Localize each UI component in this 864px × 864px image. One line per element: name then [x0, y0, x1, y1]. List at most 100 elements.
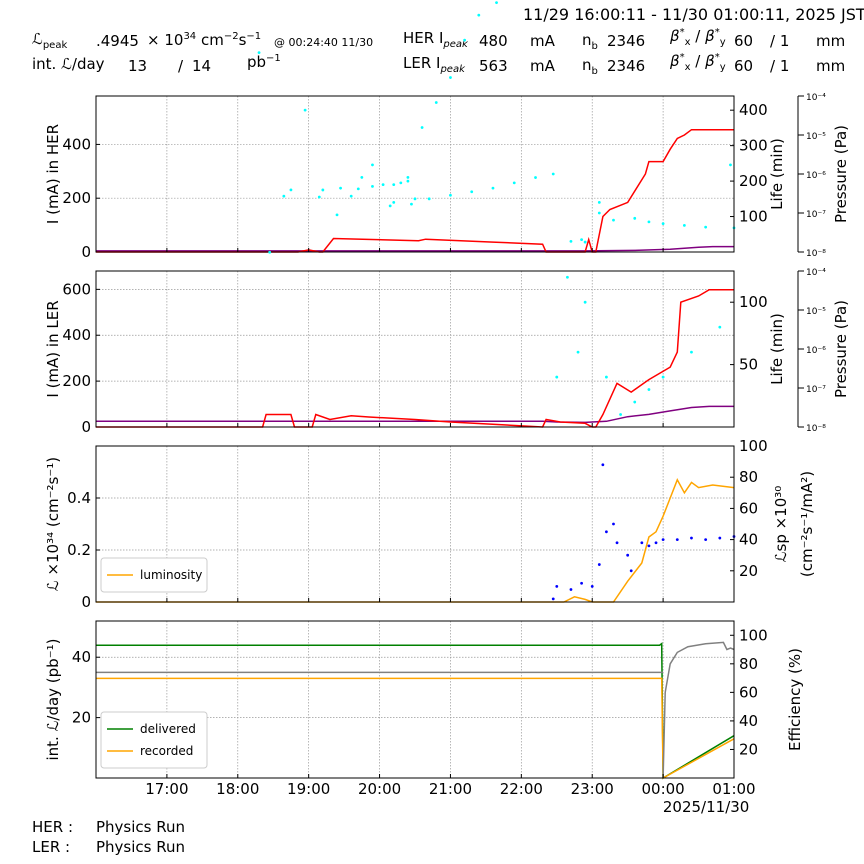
int-lumi-label: int. ℒ/day — [32, 55, 105, 73]
y-tick-label: 200 — [62, 372, 91, 390]
pressure-axis-label: Pressure (Pa) — [832, 125, 850, 223]
y-tick-label: 40 — [72, 648, 91, 666]
data-point-pressure — [566, 275, 569, 279]
peak-luminosity-value: .4945 — [96, 32, 139, 50]
data-point-pressure — [335, 213, 339, 217]
data-point-pressure — [633, 400, 637, 404]
her-status: Physics Run — [96, 818, 186, 836]
data-point-pressure — [399, 181, 403, 185]
int-lumi-sep: / — [178, 57, 184, 75]
legend-box — [100, 711, 208, 769]
plot-frame — [95, 270, 735, 428]
data-point-pressure — [477, 13, 481, 17]
her-beta-x: 60 — [734, 32, 754, 50]
data-point-pressure — [349, 194, 353, 198]
data-point-specific — [647, 544, 651, 548]
series-line-luminosity — [96, 478, 735, 603]
y-tick-label: 0.4 — [67, 489, 91, 507]
x-tick-label: 00:00 — [641, 780, 684, 798]
data-point-pressure — [449, 193, 452, 197]
plot-frame — [95, 95, 735, 253]
data-point-specific — [704, 538, 708, 541]
y-right-tick-label: 100 — [739, 437, 768, 455]
y-right-axis-label-units: (cm⁻²s⁻¹/mA²) — [798, 471, 816, 577]
ler-nb-label: nb — [582, 56, 598, 77]
ler-peak-label: LER Ipeak — [403, 54, 465, 75]
y-right-axis-label: Life (min) — [768, 313, 786, 385]
y-right-tick-label: 20 — [739, 562, 758, 580]
pressure-axis-label: Pressure (Pa) — [832, 300, 850, 398]
her-status-label: HER : — [32, 818, 74, 836]
data-point-pressure — [410, 202, 413, 206]
data-point-pressure — [512, 181, 516, 185]
legend-box — [100, 557, 208, 593]
y-right-tick-label: 400 — [739, 101, 768, 119]
data-point-pressure — [360, 176, 364, 179]
data-point-pressure — [534, 176, 537, 179]
y-tick-label: 400 — [62, 135, 91, 153]
data-point-pressure — [427, 197, 431, 201]
data-point-pressure — [612, 218, 615, 222]
series-line-beam-current — [96, 245, 734, 252]
y-right-tick-label: 100 — [739, 626, 768, 644]
y-right-tick-label: 60 — [739, 499, 758, 517]
data-point-specific — [555, 585, 559, 588]
y-axis-label: int. ℒ/day (pb⁻¹) — [44, 639, 62, 761]
data-point-pressure — [463, 38, 467, 42]
data-point-pressure — [597, 200, 601, 204]
data-point-specific — [718, 536, 722, 540]
data-point-pressure — [413, 197, 417, 201]
plot-frame — [95, 620, 735, 779]
peak-luminosity-unit: × 1034 cm−2s−1 — [147, 31, 262, 49]
data-point-pressure — [729, 163, 732, 167]
data-point-pressure — [605, 375, 608, 379]
data-point-pressure — [268, 250, 272, 254]
pressure-tick-label: 10⁻⁵ — [806, 307, 826, 317]
y-right-axis-label: Efficiency (%) — [786, 648, 804, 751]
y-right-axis-label: Life (min) — [768, 138, 786, 210]
pressure-tick-label: 10⁻⁷ — [806, 210, 826, 220]
data-point-pressure — [449, 76, 452, 79]
legend-label: luminosity — [140, 568, 202, 582]
series-line-lifetime — [96, 288, 734, 428]
data-point-pressure — [470, 190, 474, 194]
data-point-pressure — [583, 300, 587, 304]
data-point-specific — [551, 597, 555, 601]
y-right-axis-label: ℒsp ×10³⁰ — [772, 486, 790, 563]
data-point-pressure — [491, 186, 495, 190]
int-lumi-value2: 14 — [192, 57, 212, 75]
data-point-pressure — [495, 1, 498, 5]
panel-3: 0 0.2 0.4 20 40 60 80 100 ℒ ×10³⁴ (cm⁻²s⁻¹) ℒsp ×… — [44, 437, 816, 611]
data-point-pressure — [661, 375, 665, 379]
x-tick-label: 23:00 — [571, 780, 614, 798]
series-line-lifetime — [96, 128, 734, 253]
data-point-pressure — [647, 388, 651, 391]
ler-beta-x: 60 — [734, 57, 754, 75]
data-point-pressure — [289, 188, 293, 192]
data-point-pressure — [420, 126, 424, 129]
data-point-pressure — [406, 179, 410, 183]
data-point-pressure — [718, 325, 722, 329]
pressure-tick-label: 10⁻⁸ — [806, 249, 826, 259]
y-tick-label: 600 — [62, 280, 91, 298]
x-tick-label: 20:00 — [358, 780, 401, 798]
data-point-pressure — [576, 350, 580, 354]
y-axis-label: ℒ ×10³⁴ (cm⁻²s⁻¹) — [44, 457, 62, 591]
y-right-tick-label: 20 — [739, 740, 758, 758]
int-lumi-value1: 13 — [128, 57, 148, 75]
series-line-beam-current — [96, 405, 734, 424]
data-point-pressure — [580, 238, 583, 241]
pressure-tick-label: 10⁻⁴ — [806, 268, 826, 278]
legend-label: delivered — [140, 722, 196, 736]
data-point-pressure — [597, 211, 601, 215]
data-point-pressure — [257, 51, 261, 54]
data-point-pressure — [551, 172, 555, 176]
y-tick-label: 0 — [81, 593, 91, 611]
x-tick-label: 19:00 — [287, 780, 330, 798]
data-point-pressure — [317, 195, 321, 199]
data-point-pressure — [406, 176, 410, 179]
data-point-specific — [597, 563, 601, 566]
data-point-pressure — [661, 222, 665, 226]
data-point-specific — [626, 553, 630, 557]
